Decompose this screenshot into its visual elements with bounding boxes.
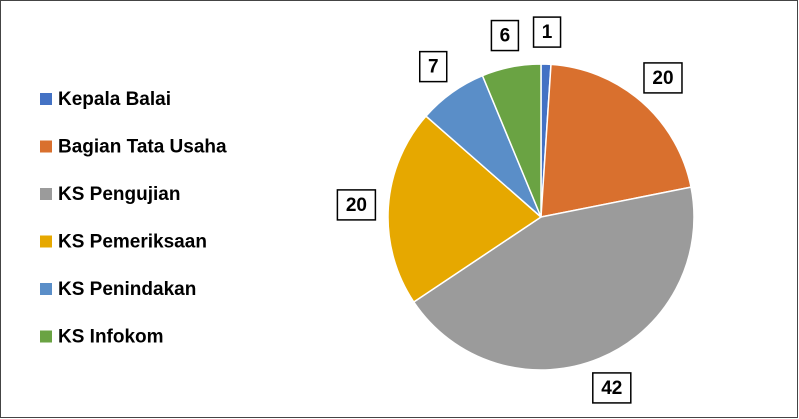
legend-swatch: [40, 93, 52, 105]
data-label-box: [532, 16, 562, 48]
pie-slice: [412, 186, 695, 371]
legend-swatch: [40, 188, 52, 200]
legend-label: KS Pengujian: [58, 184, 180, 205]
data-label: 7: [428, 57, 439, 78]
legend-swatch: [40, 283, 52, 295]
data-label-box: [336, 189, 377, 221]
legend-label: KS Infokom: [58, 327, 164, 348]
data-label: 20: [652, 68, 673, 89]
data-label-box: [418, 50, 448, 83]
data-label-box: [490, 19, 520, 52]
data-label: 42: [601, 378, 622, 399]
data-label: 1: [542, 22, 553, 43]
data-label: 6: [500, 26, 511, 47]
legend-label: Kepala Balai: [58, 89, 171, 110]
legend-label: Bagian Tata Usaha: [58, 137, 227, 158]
data-label-box: [592, 372, 632, 404]
legend-label: KS Penindakan: [58, 279, 196, 300]
legend-swatch: [40, 235, 52, 248]
legend-swatch: [40, 330, 52, 343]
pie-slice: [540, 63, 692, 218]
data-label: 20: [346, 195, 367, 216]
data-label-box: [643, 62, 683, 94]
legend-swatch: [40, 140, 52, 153]
pie-slice: [387, 115, 543, 304]
pie-slice: [481, 63, 542, 218]
legend-label: KS Pemeriksaan: [58, 232, 207, 253]
